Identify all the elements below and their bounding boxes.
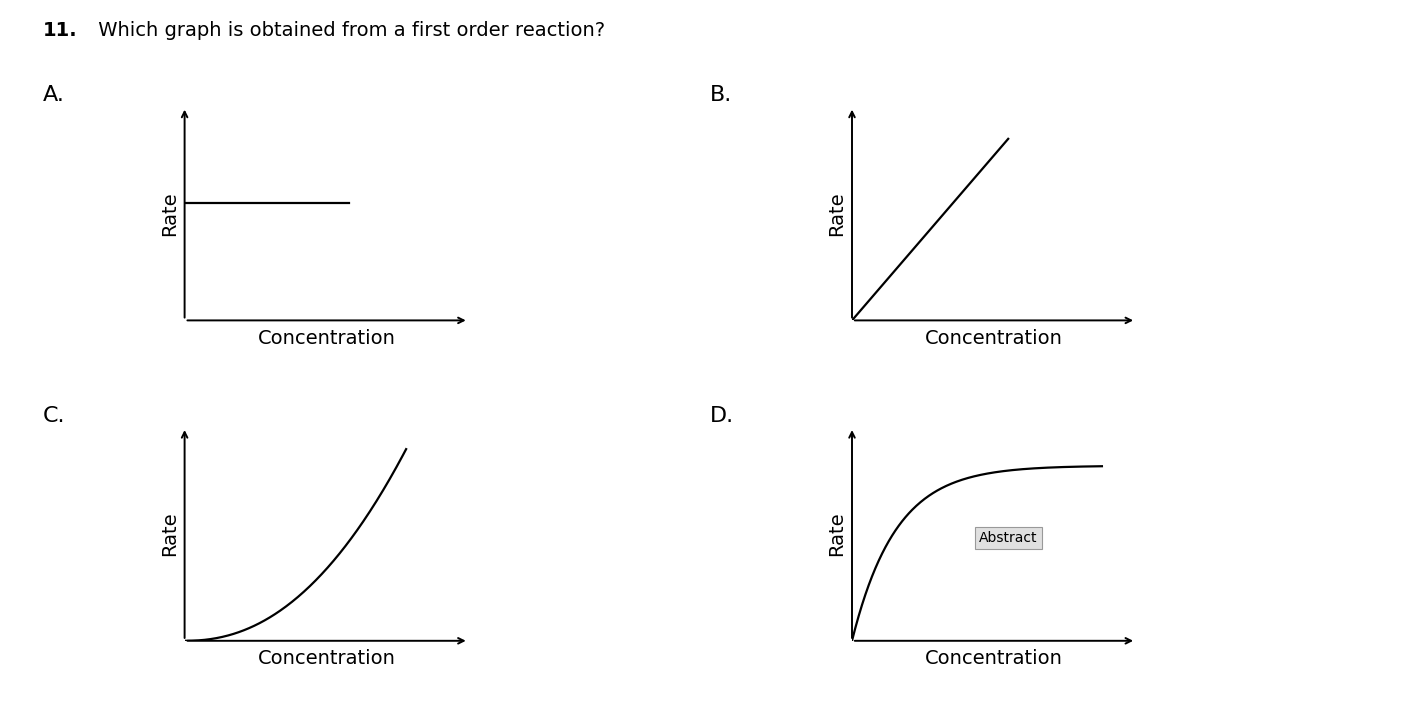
Y-axis label: Rate: Rate (828, 512, 846, 556)
X-axis label: Concentration: Concentration (257, 649, 396, 668)
Text: D.: D. (710, 406, 734, 426)
Text: 11.: 11. (43, 21, 77, 41)
Y-axis label: Rate: Rate (160, 192, 179, 236)
Text: B.: B. (710, 85, 733, 105)
Y-axis label: Rate: Rate (828, 192, 846, 236)
Text: A.: A. (43, 85, 64, 105)
X-axis label: Concentration: Concentration (924, 329, 1064, 347)
Text: Which graph is obtained from a first order reaction?: Which graph is obtained from a first ord… (92, 21, 605, 41)
X-axis label: Concentration: Concentration (924, 649, 1064, 668)
X-axis label: Concentration: Concentration (257, 329, 396, 347)
Text: C.: C. (43, 406, 65, 426)
Y-axis label: Rate: Rate (160, 512, 179, 556)
Text: Abstract: Abstract (978, 531, 1038, 545)
